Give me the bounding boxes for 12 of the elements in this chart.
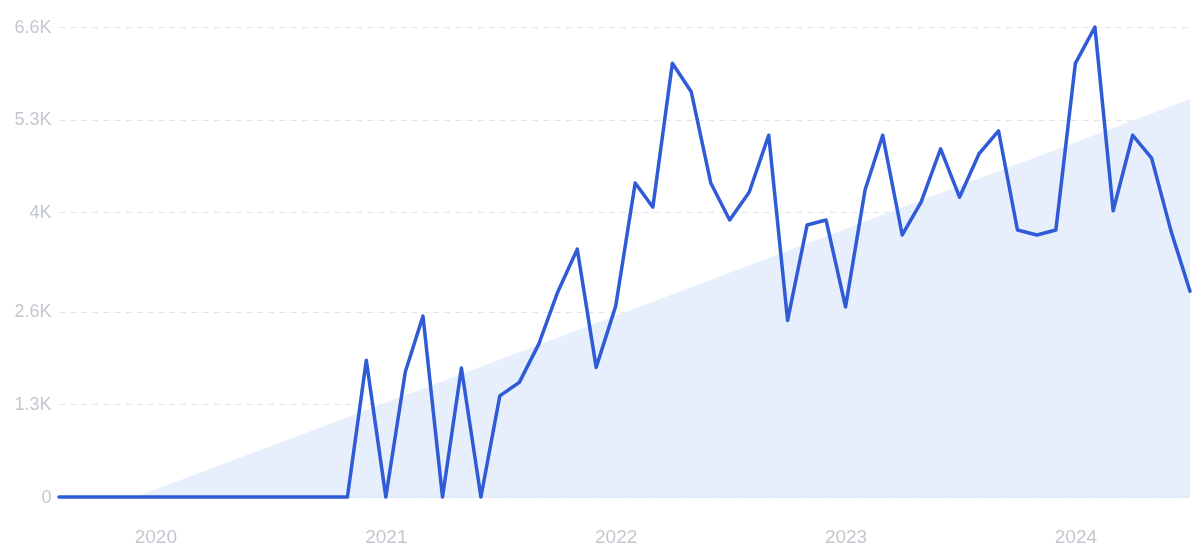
y-tick-label: 4K xyxy=(29,201,52,222)
x-tick-label: 2022 xyxy=(595,525,638,547)
y-tick-label: 5.3K xyxy=(14,109,52,130)
x-tick-label: 2023 xyxy=(824,525,868,547)
line-series xyxy=(57,25,1192,499)
y-tick-label: 0 xyxy=(41,486,52,507)
x-tick-label: 2020 xyxy=(134,525,177,547)
y-tick-label: 1.3K xyxy=(14,393,52,414)
y-tick-label: 2.6K xyxy=(14,301,52,322)
y-tick-label: 6.6K xyxy=(14,16,52,37)
x-tick-label: 2021 xyxy=(365,525,408,547)
x-tick-label: 2024 xyxy=(1054,525,1098,547)
